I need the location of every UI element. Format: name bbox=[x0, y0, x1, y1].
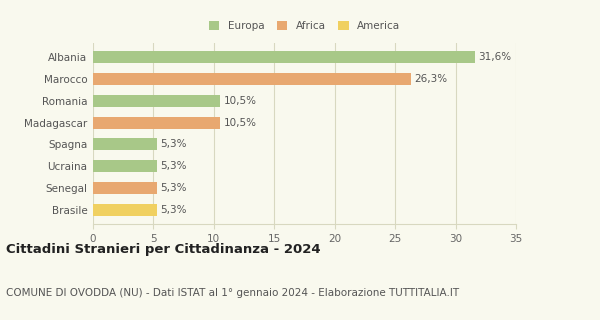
Legend: Europa, Africa, America: Europa, Africa, America bbox=[206, 18, 403, 34]
Text: 10,5%: 10,5% bbox=[224, 96, 257, 106]
Text: 5,3%: 5,3% bbox=[161, 161, 187, 171]
Text: COMUNE DI OVODDA (NU) - Dati ISTAT al 1° gennaio 2024 - Elaborazione TUTTITALIA.: COMUNE DI OVODDA (NU) - Dati ISTAT al 1°… bbox=[6, 288, 459, 298]
Bar bbox=[93, 52, 475, 63]
Bar bbox=[93, 160, 157, 172]
Bar bbox=[93, 95, 220, 107]
Bar bbox=[93, 204, 157, 216]
Text: 10,5%: 10,5% bbox=[224, 118, 257, 128]
Text: 26,3%: 26,3% bbox=[415, 74, 448, 84]
Bar bbox=[93, 139, 157, 150]
Text: Cittadini Stranieri per Cittadinanza - 2024: Cittadini Stranieri per Cittadinanza - 2… bbox=[6, 243, 320, 256]
Text: 5,3%: 5,3% bbox=[161, 183, 187, 193]
Bar bbox=[93, 73, 411, 85]
Text: 5,3%: 5,3% bbox=[161, 140, 187, 149]
Bar bbox=[93, 182, 157, 194]
Text: 31,6%: 31,6% bbox=[479, 52, 512, 62]
Bar bbox=[93, 117, 220, 129]
Text: 5,3%: 5,3% bbox=[161, 205, 187, 215]
